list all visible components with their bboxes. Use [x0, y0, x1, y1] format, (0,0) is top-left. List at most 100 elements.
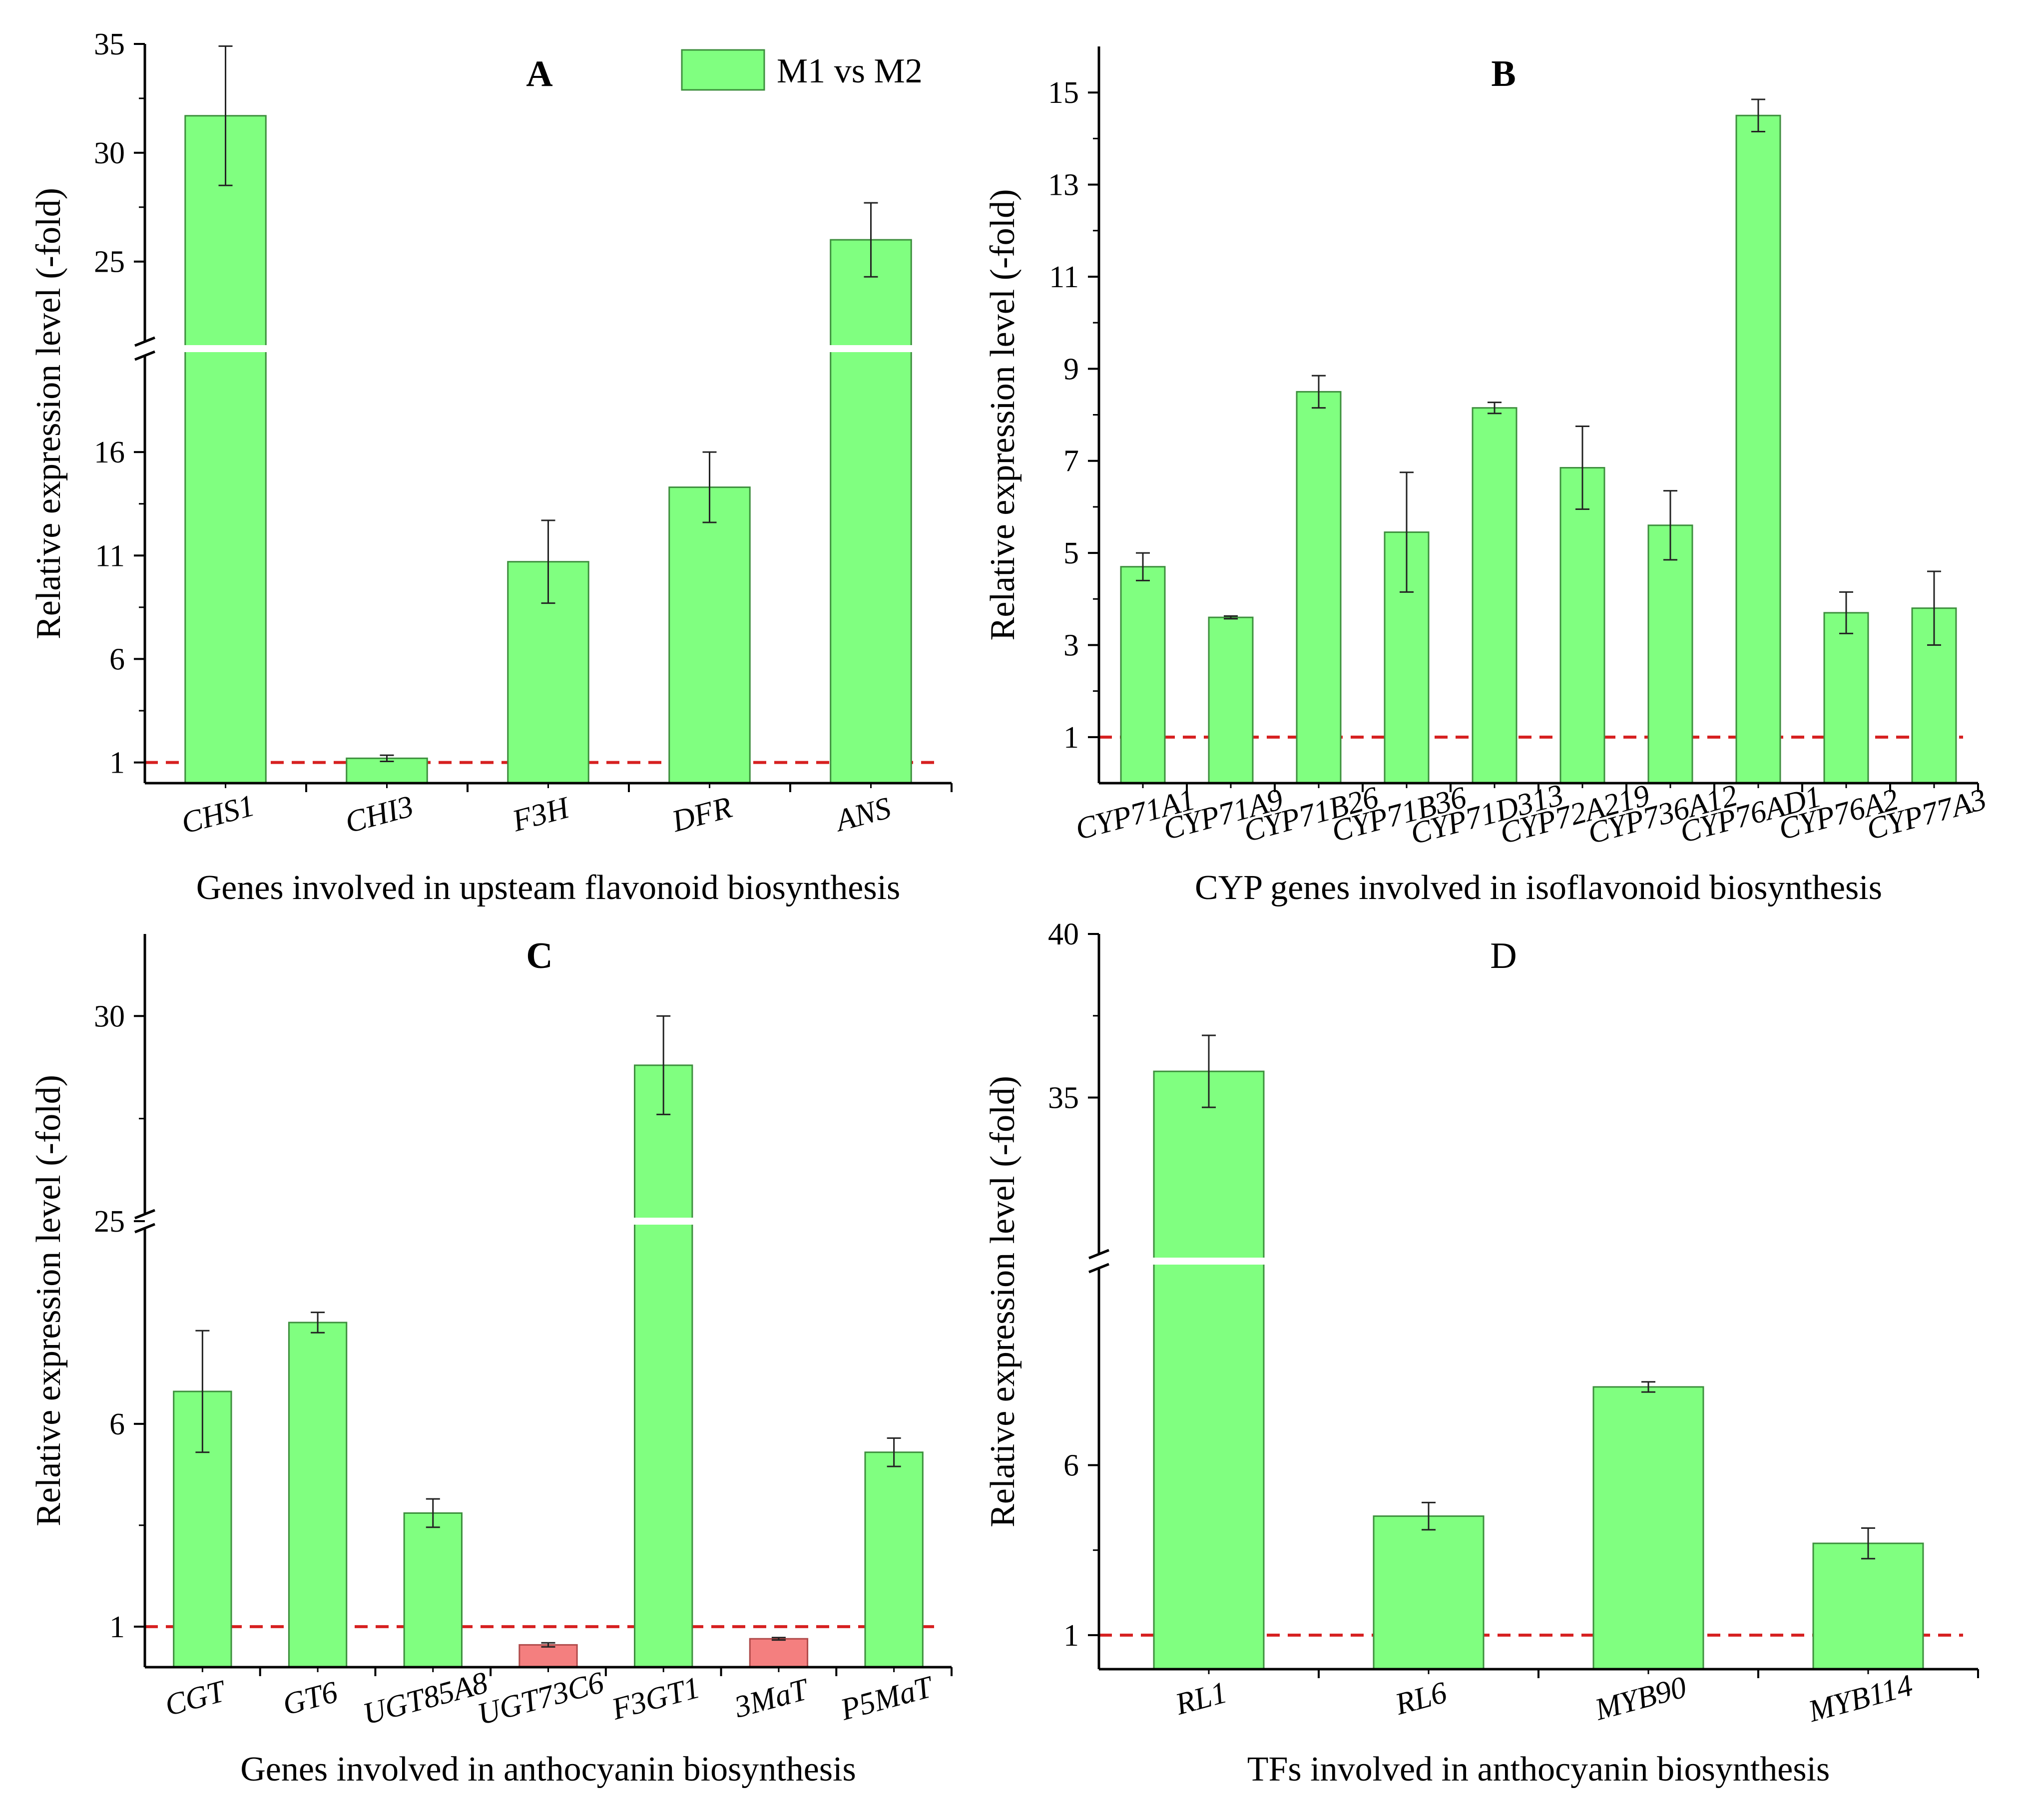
error-bar: [1927, 570, 1941, 646]
y-tick-label: 40: [1048, 917, 1079, 951]
bar-rect: [1208, 616, 1254, 784]
panel-letter: C: [526, 935, 552, 976]
bar-break-gap: [829, 345, 913, 352]
bar-break-gap: [1152, 1258, 1265, 1265]
y-tick-label: 30: [94, 999, 125, 1033]
error-bar: [1400, 471, 1414, 593]
bar-ugt73c6: [518, 1642, 578, 1668]
bar-cyp71b36: [1384, 471, 1430, 784]
y-tick-label: 6: [109, 1407, 125, 1441]
error-bar: [1488, 402, 1502, 415]
bar-dfr: [668, 451, 751, 784]
bar-3mat: [749, 1637, 809, 1668]
bar-rect: [1296, 391, 1342, 784]
x-axis-title: Genes involved in anthocyanin biosynthes…: [240, 1750, 856, 1789]
y-tick-label: 11: [1049, 260, 1079, 294]
error-bar: [656, 1015, 671, 1115]
error-bar: [218, 45, 233, 186]
category-label: DFR: [668, 790, 735, 839]
y-tick-label: 15: [1048, 76, 1079, 110]
error-bar: [1312, 375, 1326, 409]
bar-ugt85a8: [403, 1498, 463, 1668]
bar-cyp71b26: [1296, 375, 1342, 784]
category-label: GT6: [279, 1675, 341, 1722]
error-bar: [426, 1498, 440, 1528]
error-bar: [771, 1637, 786, 1641]
bar-rect: [1120, 566, 1166, 784]
y-tick-label: 1: [1063, 721, 1079, 755]
error-bar: [1202, 1034, 1216, 1108]
bar-cyp77a3: [1911, 570, 1957, 784]
bar-cyp736a12: [1647, 490, 1693, 784]
y-tick-label: 6: [1063, 1449, 1079, 1483]
axis-break-mark: [134, 1209, 155, 1234]
bar-break-gap: [183, 345, 268, 352]
bar-rect: [830, 239, 912, 784]
category-label: CHI3: [342, 789, 417, 840]
error-bar: [195, 1330, 210, 1453]
bar-cyp76a2: [1823, 591, 1869, 784]
error-bar: [1839, 591, 1853, 634]
bar-rect: [518, 1644, 578, 1668]
x-axis-title: CYP genes involved in isoflavonoid biosy…: [1195, 869, 1882, 907]
y-tick-label: 9: [1063, 352, 1079, 386]
y-tick-label: 25: [94, 1205, 125, 1239]
category-label: F3GT1: [608, 1671, 704, 1727]
bar-cyp76ad1: [1735, 98, 1781, 784]
bar-rect: [1823, 612, 1869, 784]
bar-ans: [829, 202, 913, 784]
error-bar: [1575, 426, 1589, 510]
panel-letter: A: [526, 53, 552, 94]
bar-myb114: [1812, 1527, 1924, 1670]
bar-rl6: [1373, 1501, 1485, 1670]
category-label: ANS: [830, 791, 894, 839]
error-bar: [1663, 490, 1677, 561]
category-label: P5MaT: [837, 1670, 938, 1727]
error-bar: [1136, 552, 1150, 581]
y-tick-label: 30: [94, 136, 125, 170]
y-axis-title: Relative expression level (-fold): [29, 188, 68, 639]
y-tick-label: 3: [1063, 628, 1079, 662]
category-label: RL6: [1391, 1675, 1450, 1722]
category-label: MYB114: [1804, 1668, 1916, 1729]
error-bar: [380, 754, 394, 762]
category-label: CGT: [161, 1674, 230, 1723]
bar-f3gt1: [633, 1015, 694, 1668]
legend-label: M1 vs M2: [777, 52, 923, 90]
category-label: F3H: [508, 790, 574, 838]
category-label: RL1: [1171, 1675, 1230, 1722]
y-tick-label: 16: [94, 436, 125, 469]
error-bar: [1751, 98, 1765, 133]
bar-rect: [1472, 407, 1518, 784]
bar-rect: [184, 115, 267, 784]
bar-rect: [634, 1064, 693, 1668]
y-tick-label: 25: [94, 245, 125, 279]
category-label: UGT73C6: [474, 1665, 607, 1732]
error-bar: [1422, 1501, 1436, 1531]
bar-rl1: [1152, 1034, 1265, 1670]
legend: M1 vs M2: [681, 49, 923, 91]
error-bar: [1641, 1381, 1655, 1393]
panel-letter: D: [1490, 935, 1517, 976]
error-bar: [887, 1437, 901, 1467]
axis-break-mark: [1088, 1249, 1109, 1274]
y-tick-label: 13: [1048, 168, 1079, 202]
axis-break-mark: [134, 336, 155, 361]
y-axis-title: Relative expression level (-fold): [984, 189, 1022, 641]
bar-rect: [1592, 1386, 1704, 1670]
x-axis-title: Genes involved in upsteam flavonoid bios…: [196, 869, 901, 907]
y-axis-title: Relative expression level (-fold): [984, 1076, 1022, 1527]
y-tick-label: 1: [1063, 1619, 1079, 1653]
y-tick-label: 7: [1063, 445, 1079, 478]
y-axis-title: Relative expression level (-fold): [29, 1075, 68, 1526]
error-bar: [702, 451, 717, 523]
bar-cyp72a219: [1559, 426, 1605, 784]
bar-cgt: [173, 1330, 232, 1668]
error-bar: [541, 519, 555, 604]
bar-rect: [1735, 114, 1781, 784]
bar-break-gap: [633, 1218, 694, 1225]
bar-rect: [288, 1322, 348, 1668]
bar-rect: [1373, 1515, 1485, 1670]
y-tick-label: 1: [109, 746, 125, 780]
